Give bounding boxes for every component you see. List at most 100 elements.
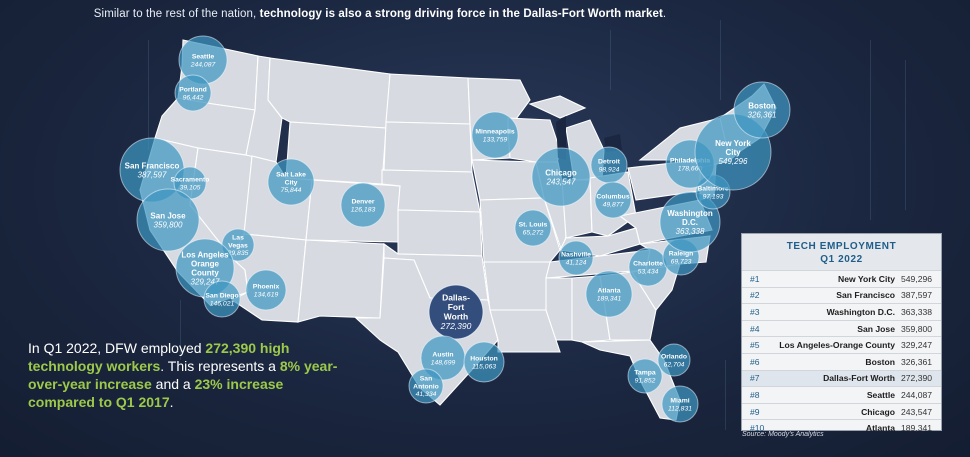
table-row: #8 Seattle 244,087 [742, 386, 941, 403]
stat-part-2: . This represents a [160, 358, 280, 374]
city-value: 272,390 [440, 321, 472, 331]
tech-employment-table: TECH EMPLOYMENT Q1 2022 #1 New York City 5… [741, 233, 942, 433]
city-circle [428, 284, 484, 340]
city-value: 359,800 [154, 220, 183, 229]
table-title-line2: Q1 2022 [820, 254, 863, 265]
city-name: Orange [191, 259, 220, 268]
city-name: Raleigh [669, 250, 694, 257]
table-row: #5 Los Angeles-Orange County 329,247 [742, 336, 941, 353]
city-name: Sacramento [171, 176, 210, 183]
circuit-line [148, 40, 149, 150]
row-city: Boston [865, 356, 895, 367]
city-name: D.C. [682, 218, 698, 227]
city-name: Worth [444, 312, 468, 322]
city-value: 29,835 [227, 250, 249, 257]
city-circle [471, 111, 519, 159]
row-rank: #1 [750, 273, 760, 284]
city-name: Seattle [192, 53, 215, 60]
city-circle [531, 147, 591, 207]
city-name: Las [232, 235, 244, 242]
city-name: Tampa [634, 369, 656, 376]
city-circle [245, 269, 287, 311]
city-value: 75,844 [281, 187, 302, 194]
city-name: St. Louis [519, 221, 548, 228]
city-value: 53,434 [638, 268, 659, 275]
city-value: 41,334 [416, 391, 437, 398]
city-circle [627, 358, 663, 394]
city-value: 326,361 [748, 110, 777, 119]
headline-suffix: . [662, 8, 667, 20]
city-circle [267, 158, 315, 206]
city-circle [558, 240, 594, 276]
city-value: 98,924 [599, 166, 620, 173]
city-name: City [285, 179, 298, 186]
stat-part-1: In Q1 2022, DFW employed [28, 340, 206, 356]
row-city: Los Angeles-Orange County [779, 340, 895, 351]
city-value: 146,021 [210, 300, 235, 307]
city-name: Baltimore [697, 185, 729, 192]
row-value: 189,341 [901, 423, 933, 434]
row-rank: #4 [750, 323, 760, 334]
row-value: 363,338 [901, 306, 933, 317]
row-rank: #2 [750, 290, 760, 301]
headline: Similar to the rest of the nation, techn… [0, 8, 760, 20]
city-value: 363,338 [676, 227, 705, 236]
row-city: Atlanta [865, 423, 895, 434]
city-name: San [420, 376, 432, 383]
row-city: San Francisco [836, 290, 895, 301]
circuit-line [610, 30, 611, 90]
city-circle [657, 343, 691, 377]
city-value: 244,087 [190, 61, 216, 68]
stat-part-4: . [169, 394, 174, 410]
row-rank: #5 [750, 340, 760, 351]
city-circle [174, 74, 212, 112]
city-name: Detroit [598, 158, 621, 165]
city-name: Houston [470, 355, 498, 362]
table-row: #9 Chicago 243,547 [742, 402, 941, 420]
source-note: Source: Moody's Analytics [742, 431, 824, 438]
city-name: Charlotte [633, 260, 663, 267]
city-circle [585, 270, 633, 318]
stat-highlight-workers: 272,390 high technology workers [28, 340, 290, 374]
circuit-line [905, 60, 906, 210]
stat-highlight-yoy: 8% year-over-year increase [28, 358, 338, 392]
city-name: San Diego [205, 292, 238, 299]
city-value: 96,442 [183, 94, 204, 101]
city-name: Dallas- [442, 293, 470, 303]
city-circle [463, 341, 505, 383]
city-circle [136, 188, 200, 252]
row-rank: #6 [750, 356, 760, 367]
row-city: Washington D.C. [826, 306, 895, 317]
circuit-line [180, 300, 181, 360]
city-name: Columbus [596, 193, 629, 200]
city-name: Chicago [545, 168, 577, 177]
headline-prefix: Similar to the rest of the nation, [93, 8, 260, 20]
city-value: 178,660 [678, 165, 703, 172]
row-city: San Jose [857, 323, 895, 334]
table-row: #10 Atlanta 189,341 [742, 419, 941, 436]
circuit-line [870, 40, 871, 220]
row-value: 387,597 [901, 290, 933, 301]
row-value: 244,087 [901, 389, 933, 400]
row-rank: #7 [750, 373, 760, 384]
city-value: 387,597 [138, 170, 167, 179]
city-circle [340, 182, 386, 228]
city-name: Vegas [228, 242, 248, 249]
table-row: #1 New York City 549,296 [742, 270, 941, 287]
city-name: Washington [667, 209, 713, 218]
